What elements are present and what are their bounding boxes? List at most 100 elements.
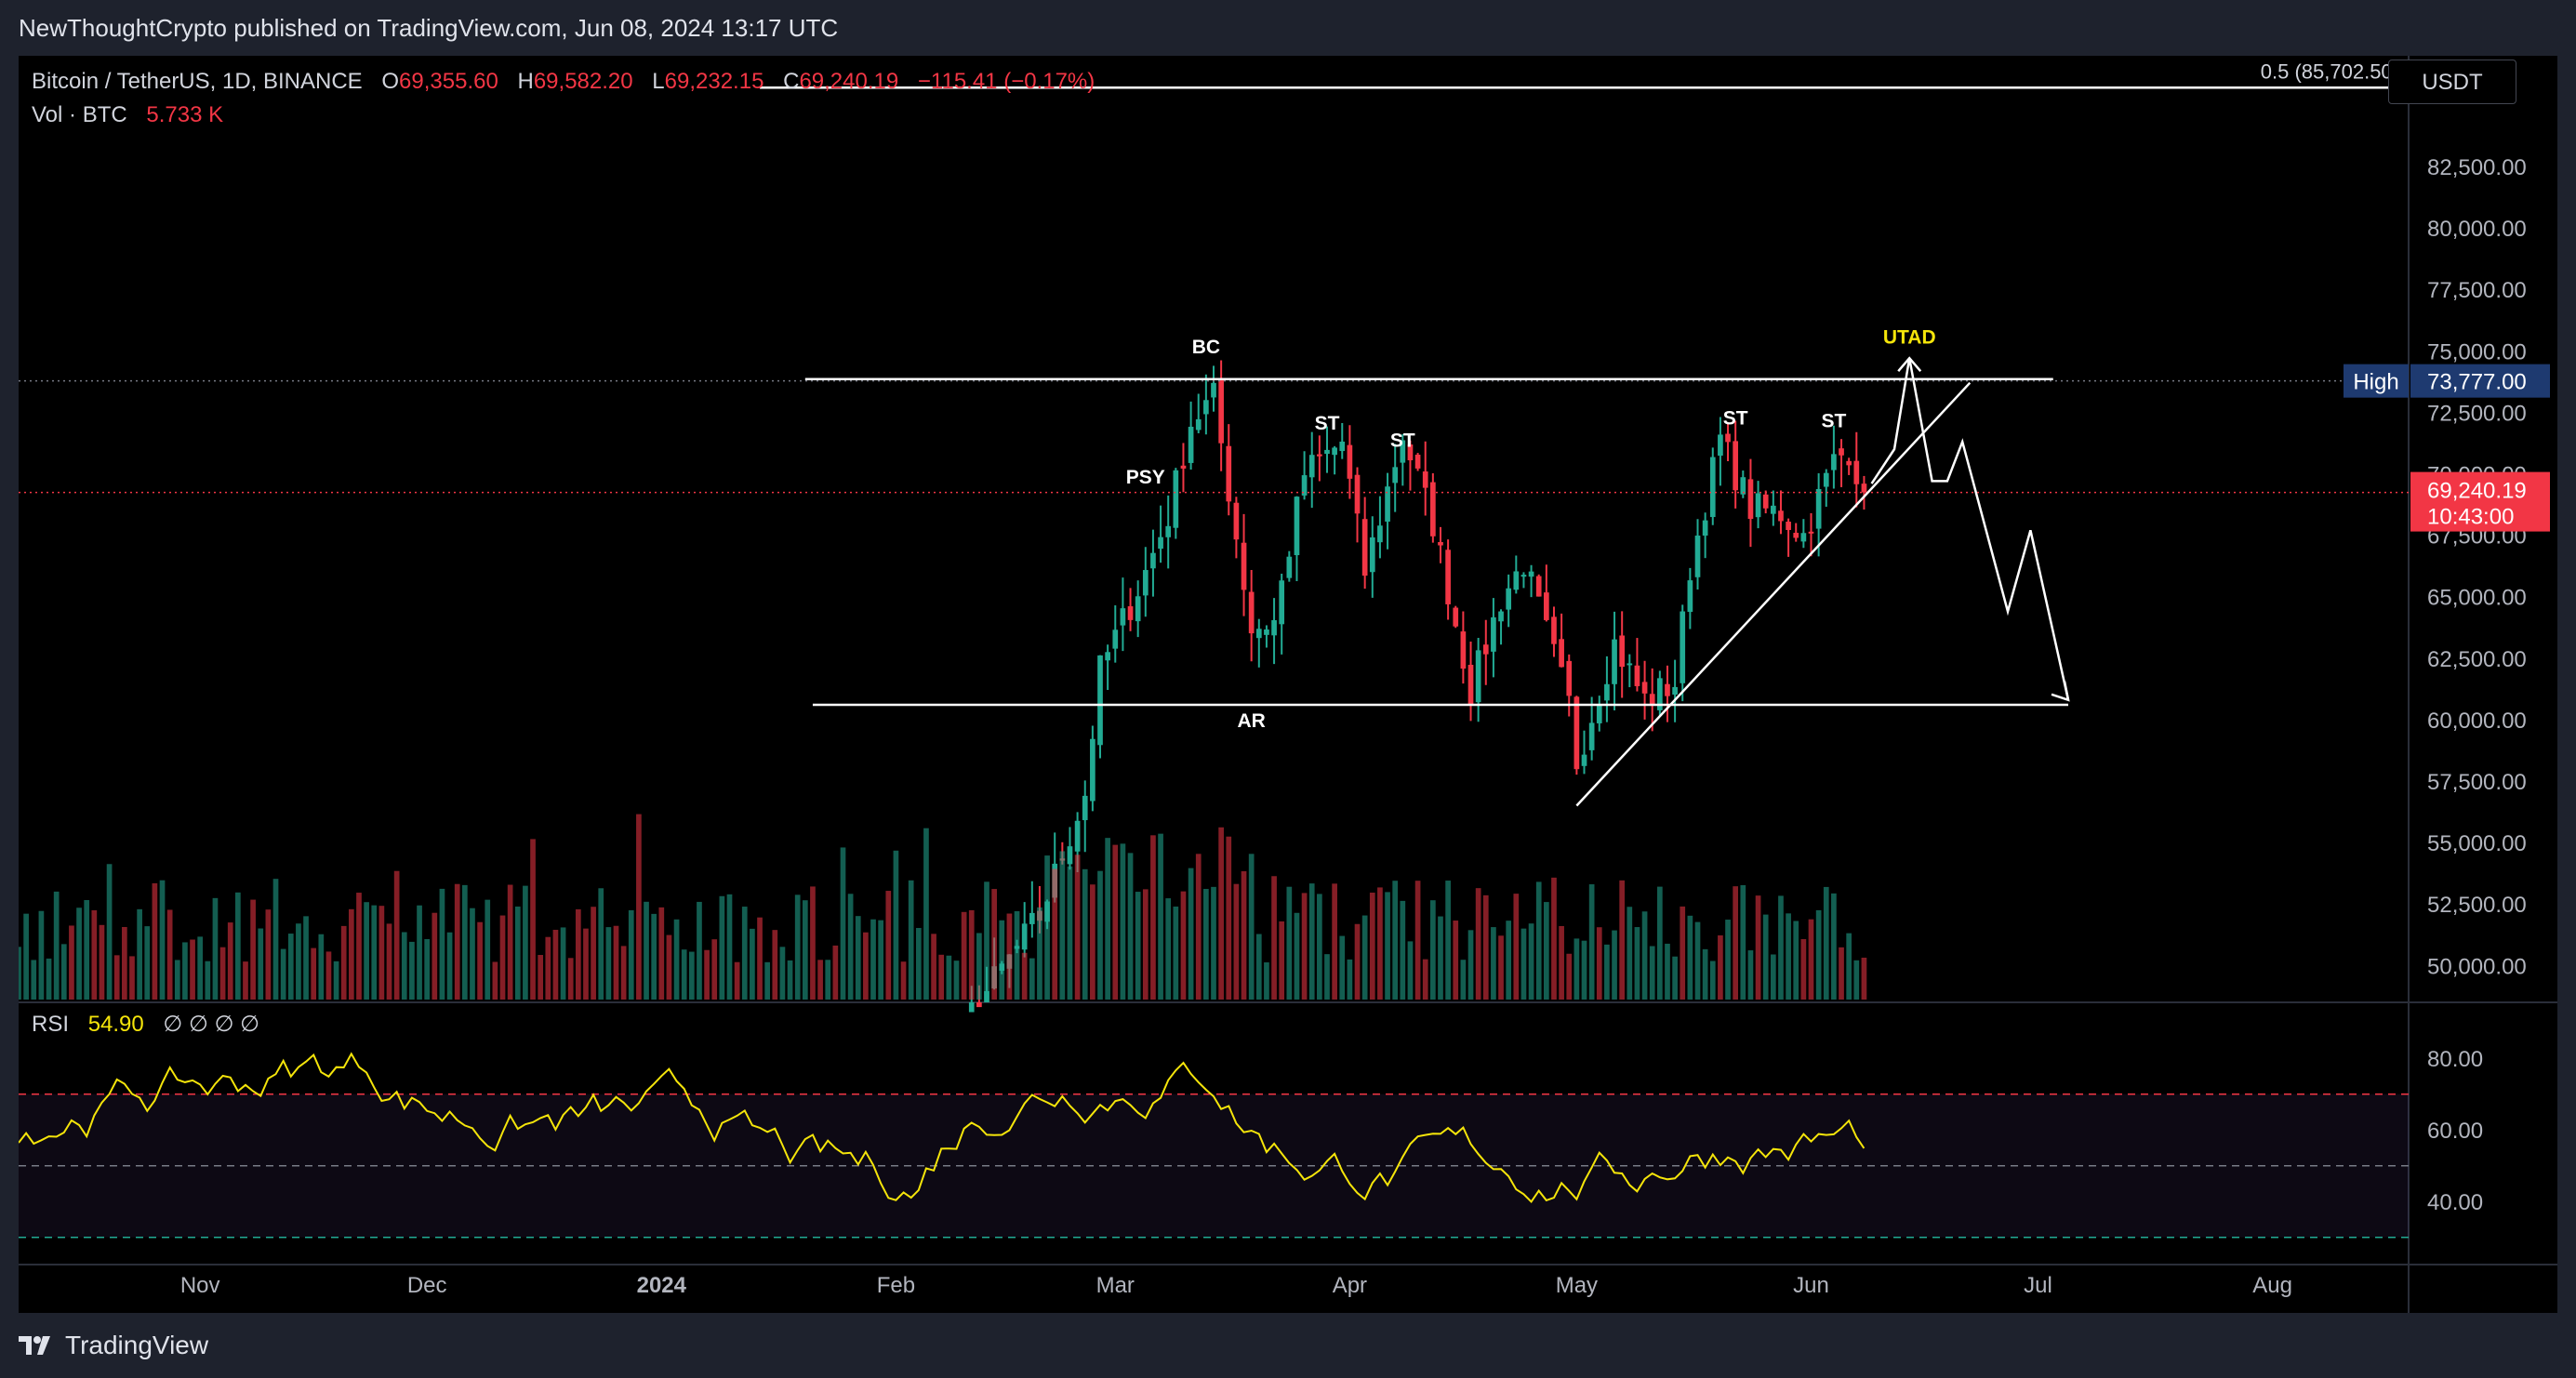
candle-body[interactable]	[1400, 440, 1406, 463]
legend-volume-label[interactable]: Vol · BTC	[32, 102, 127, 127]
candle-body[interactable]	[1241, 542, 1247, 590]
candle-body[interactable]	[1460, 631, 1467, 669]
candle-body[interactable]	[1491, 616, 1496, 652]
candle-body[interactable]	[1718, 434, 1723, 457]
candle-body[interactable]	[1634, 665, 1640, 686]
candle-body[interactable]	[1203, 400, 1209, 415]
candle-body[interactable]	[1596, 705, 1602, 723]
candle-body[interactable]	[1627, 663, 1633, 666]
candle-body[interactable]	[1218, 378, 1224, 444]
candle-body[interactable]	[1324, 449, 1330, 455]
candle-body[interactable]	[1786, 522, 1791, 531]
candle-body[interactable]	[1308, 455, 1315, 478]
candle-body[interactable]	[1740, 477, 1746, 495]
candle-body[interactable]	[1377, 525, 1383, 543]
candle-body[interactable]	[1665, 683, 1670, 696]
candle-body[interactable]	[1392, 467, 1399, 484]
candle-body[interactable]	[1800, 533, 1807, 542]
candle-body[interactable]	[1604, 683, 1610, 701]
projection-path[interactable]	[1870, 357, 2070, 701]
candle-body[interactable]	[1544, 592, 1549, 620]
candle-body[interactable]	[1612, 639, 1617, 684]
candle-body[interactable]	[1226, 445, 1232, 502]
candle-body[interactable]	[1733, 441, 1739, 491]
candle-body[interactable]	[1271, 619, 1277, 636]
candle-body[interactable]	[968, 1002, 975, 1013]
candle-body[interactable]	[1414, 455, 1421, 469]
candle-body[interactable]	[1762, 494, 1769, 509]
candle-body[interactable]	[1770, 505, 1776, 514]
candle-body[interactable]	[1211, 382, 1216, 398]
candle-body[interactable]	[1021, 923, 1028, 950]
candle-body[interactable]	[1641, 682, 1648, 694]
candle-body[interactable]	[1839, 448, 1844, 456]
candle-body[interactable]	[1559, 639, 1564, 668]
candle-body[interactable]	[1861, 484, 1867, 493]
candle-body[interactable]	[1498, 611, 1504, 622]
candle-body[interactable]	[1520, 575, 1527, 577]
candle-body[interactable]	[1551, 616, 1557, 644]
candle-body[interactable]	[1619, 635, 1626, 668]
candle-body[interactable]	[1581, 754, 1587, 766]
candle-body[interactable]	[1173, 470, 1179, 528]
candle-body[interactable]	[1188, 426, 1194, 463]
candle-body[interactable]	[1317, 454, 1322, 457]
candle-body[interactable]	[1165, 525, 1172, 537]
candle-body[interactable]	[1195, 418, 1202, 431]
footer-brand[interactable]: TradingView	[65, 1331, 209, 1359]
candle-body[interactable]	[1279, 580, 1285, 625]
candle-body[interactable]	[1385, 486, 1390, 522]
candle-body[interactable]	[1264, 629, 1269, 635]
candle-body[interactable]	[1467, 664, 1474, 705]
candle-body[interactable]	[1846, 460, 1852, 466]
candle-body[interactable]	[1233, 502, 1240, 540]
candle-body[interactable]	[1301, 475, 1308, 496]
candle-body[interactable]	[1142, 570, 1149, 596]
candle-body[interactable]	[1135, 596, 1141, 622]
candle-body[interactable]	[1407, 444, 1414, 461]
candle-body[interactable]	[1150, 552, 1156, 569]
candle-body[interactable]	[1725, 433, 1731, 443]
candle-body[interactable]	[1453, 607, 1459, 627]
candle-body[interactable]	[1120, 608, 1126, 626]
candle-body[interactable]	[1573, 696, 1580, 770]
rsi-label[interactable]: RSI	[32, 1012, 70, 1037]
candle-body[interactable]	[1445, 550, 1451, 604]
candle-body[interactable]	[1248, 591, 1255, 634]
candle-body[interactable]	[1097, 655, 1103, 746]
candle-body[interactable]	[1506, 588, 1512, 610]
candle-body[interactable]	[1747, 479, 1754, 520]
chart-svg[interactable]: 50,000.00 52,500.00 55,000.00 57,500.00 60,0…	[19, 56, 2557, 1313]
candle-body[interactable]	[1482, 644, 1489, 655]
candle-body[interactable]	[1339, 441, 1346, 452]
candle-body[interactable]	[1815, 488, 1822, 529]
candle-body[interactable]	[1687, 580, 1693, 613]
candle-body[interactable]	[1090, 738, 1095, 802]
candle-body[interactable]	[1588, 722, 1595, 750]
candle-body[interactable]	[1672, 686, 1678, 696]
legend-symbol[interactable]: Bitcoin / TetherUS, 1D, BINANCE	[32, 69, 363, 94]
candle-body[interactable]	[1112, 629, 1119, 649]
support-trendline[interactable]	[1575, 381, 1972, 807]
candle-body[interactable]	[1127, 606, 1134, 620]
candle-body[interactable]	[1438, 542, 1443, 546]
candle-body[interactable]	[1369, 537, 1375, 573]
candle-body[interactable]	[1694, 536, 1701, 577]
candle-body[interactable]	[1332, 447, 1337, 456]
candle-body[interactable]	[1255, 629, 1262, 639]
candle-body[interactable]	[1755, 493, 1761, 518]
candle-body[interactable]	[1286, 556, 1293, 578]
candle-body[interactable]	[1793, 532, 1799, 538]
chart-frame[interactable]: 50,000.00 52,500.00 55,000.00 57,500.00 60,0…	[19, 56, 2557, 1313]
candle-body[interactable]	[1528, 571, 1534, 577]
candle-body[interactable]	[976, 1002, 982, 1008]
candle-body[interactable]	[1294, 497, 1300, 556]
candle-body[interactable]	[1074, 820, 1081, 852]
candle-body[interactable]	[1475, 650, 1481, 703]
candle-body[interactable]	[1709, 457, 1716, 518]
candle-body[interactable]	[1680, 611, 1686, 683]
candle-body[interactable]	[1082, 795, 1088, 821]
candle-body[interactable]	[1702, 520, 1708, 537]
candle-body[interactable]	[1823, 472, 1829, 487]
candle-body[interactable]	[1180, 465, 1187, 469]
